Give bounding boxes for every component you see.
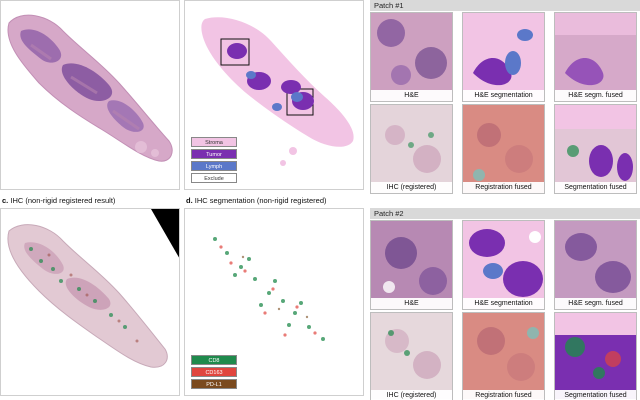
caption-d-text: IHC segmentation (non-rigid registered) <box>194 196 327 205</box>
patch2-tile-he-segmentation-label: H&E segmentation <box>463 298 544 309</box>
ihc-legend: CD8 CD163 PD-L1 <box>191 355 237 389</box>
patch1-tile-he-label: H&E <box>371 90 452 101</box>
patch1-tile-registration-fused-label: Registration fused <box>463 182 544 193</box>
legend-item-tumor: Tumor <box>191 149 237 159</box>
ihc-registered-panel <box>0 208 180 396</box>
legend-item-exclude: Exclude <box>191 173 237 183</box>
patch2-tile-ihc-registered-label: IHC (registered) <box>371 390 452 400</box>
caption-c-text: IHC (non-rigid registered result) <box>10 196 116 205</box>
ihc-segmentation-image <box>213 237 325 341</box>
patch1-tile-ihc-registered-label: IHC (registered) <box>371 182 452 193</box>
patch2-tile-ihc-registered: IHC (registered) <box>370 312 453 400</box>
caption-d: d. IHC segmentation (non-rigid registere… <box>186 196 327 205</box>
patch1-tile-he-segmentation-label: H&E segmentation <box>463 90 544 101</box>
patch1-tile-segmentation-fused-label: Segmentation fused <box>555 182 636 193</box>
he-wsi-panel <box>0 0 180 190</box>
patch2-tile-segmentation-fused: Segmentation fused <box>554 312 637 400</box>
legend-item-lymph: Lymph <box>191 161 237 171</box>
patch1-tile-segmentation-fused: Segmentation fused <box>554 104 637 194</box>
ihc-registered-image <box>7 209 179 368</box>
patch1-tile-registration-fused: Registration fused <box>462 104 545 194</box>
he-wsi-image <box>7 14 173 162</box>
legend-item-cd163: CD163 <box>191 367 237 377</box>
caption-d-letter: d. <box>186 196 193 205</box>
he-segmentation-image <box>201 17 354 166</box>
patch2-tile-he-segm-fused: H&E segm. fused <box>554 220 637 310</box>
patch2-tile-registration-fused: Registration fused <box>462 312 545 400</box>
he-segmentation-panel: Stroma Tumor Lymph Exclude <box>184 0 364 190</box>
patch1-tile-he-segm-fused-label: H&E segm. fused <box>555 90 636 101</box>
patch1-tile-he: H&E <box>370 12 453 102</box>
patch1-title: Patch #1 <box>370 0 640 11</box>
patch1-tile-he-segmentation: H&E segmentation <box>462 12 545 102</box>
ihc-segmentation-panel: CD8 CD163 PD-L1 <box>184 208 364 396</box>
patch2-tile-he-label: H&E <box>371 298 452 309</box>
patch2-tile-he-segmentation: H&E segmentation <box>462 220 545 310</box>
patch1-tile-ihc-registered: IHC (registered) <box>370 104 453 194</box>
patch2-tile-he-segm-fused-label: H&E segm. fused <box>555 298 636 309</box>
patch2-title: Patch #2 <box>370 208 640 219</box>
caption-c: c. IHC (non-rigid registered result) <box>2 196 115 205</box>
caption-c-letter: c. <box>2 196 9 205</box>
patch2-tile-registration-fused-label: Registration fused <box>463 390 544 400</box>
segmentation-legend: Stroma Tumor Lymph Exclude <box>191 137 237 183</box>
legend-item-cd8: CD8 <box>191 355 237 365</box>
patch1-tile-he-segm-fused: H&E segm. fused <box>554 12 637 102</box>
legend-item-pdl1: PD-L1 <box>191 379 237 389</box>
patch2-tile-segmentation-fused-label: Segmentation fused <box>555 390 636 400</box>
patch2-tile-he: H&E <box>370 220 453 310</box>
legend-item-stroma: Stroma <box>191 137 237 147</box>
